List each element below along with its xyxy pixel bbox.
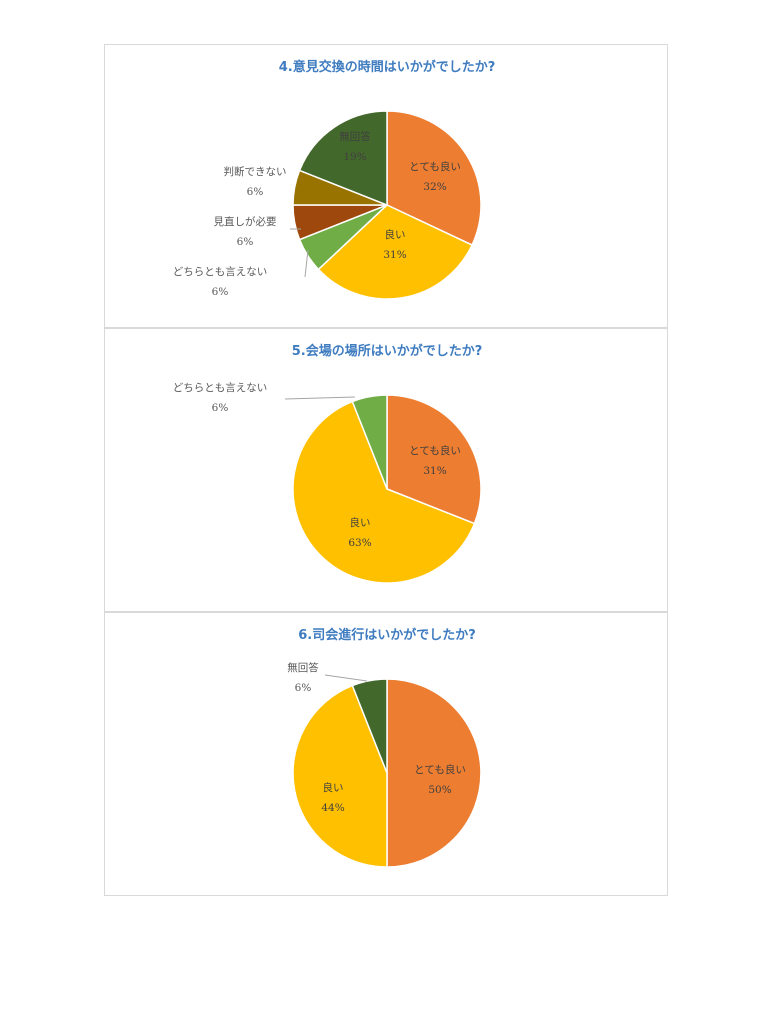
pie-slice [386,394,482,525]
pie-slice [386,110,482,247]
data-label-category: とても良い [409,160,461,173]
pie-slice [386,678,482,868]
data-label-value: 50% [428,784,451,796]
data-label-value: 6% [247,186,264,198]
pie-chart-6: 6.司会進行はいかがでしたか? とても良い 50% 良い 44% 無回答 6% [287,627,482,868]
chart-title: 6.司会進行はいかがでしたか? [298,627,476,643]
pie-slice [351,678,388,774]
data-label-value: 19% [343,151,366,163]
data-label-value: 6% [212,402,229,414]
pie-slice [298,110,388,207]
pie-slice [292,684,388,868]
pie-chart-5: 5.会場の場所はいかがでしたか? とても良い 31% 良い 63% どちらとも言えない 6… [173,343,483,584]
data-label-value: 44% [321,802,344,814]
pie-chart-4: 4.意見交換の時間はいかがでしたか? とても良い 32% 良い 31% どちらとも言えな… [173,59,496,300]
pie-slice [317,204,474,300]
data-label-value: 32% [423,181,446,193]
data-label-category: とても良い [409,444,461,457]
data-label-category: 良い [385,228,406,241]
pie-slice [292,400,476,584]
data-label-value: 31% [383,249,406,261]
data-label-value: 31% [423,465,446,477]
leader-line [284,396,356,400]
data-label-category: 無回答 [287,661,319,674]
data-label-value: 6% [295,682,312,694]
data-label-category: 良い [323,781,344,794]
data-label-category: どちらとも言えない [173,381,268,394]
chart-panel-5: 5.会場の場所はいかがでしたか? とても良い 31% 良い 63% どちらとも言えない 6… [104,328,668,612]
data-label-category: 良い [350,516,371,529]
chart-title: 4.意見交換の時間はいかがでしたか? [279,59,496,75]
data-label-category: とても良い [414,763,466,776]
pie-slice [351,394,388,490]
chart-panel-6: 6.司会進行はいかがでしたか? とても良い 50% 良い 44% 無回答 6% [104,612,668,896]
data-label-value: 6% [212,286,229,298]
data-label-category: どちらとも言えない [173,265,268,278]
chart-title: 5.会場の場所はいかがでしたか? [292,343,483,359]
leader-line [324,674,368,682]
data-label-category: 判断できない [224,165,287,178]
chart-panel-4: 4.意見交換の時間はいかがでしたか? とても良い 32% 良い 31% どちらとも言えな… [104,44,668,328]
data-label-value: 6% [237,236,254,248]
data-label-category: 見直しが必要 [214,215,277,228]
data-label-category: 無回答 [339,130,371,143]
leader-line [304,249,309,278]
data-label-value: 63% [348,537,371,549]
